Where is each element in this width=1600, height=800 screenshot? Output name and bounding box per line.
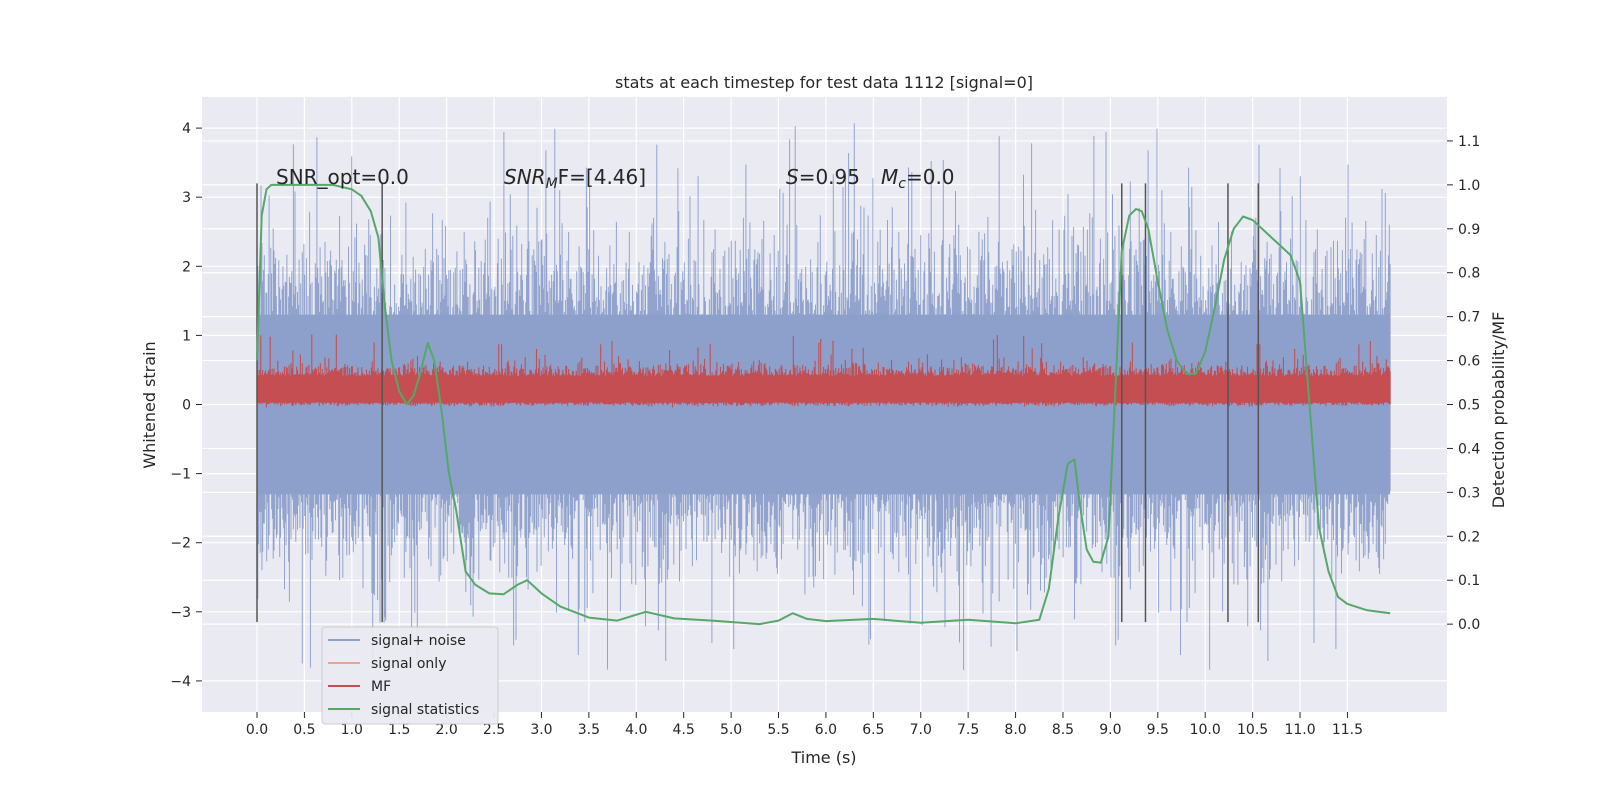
x-tick-label: 0.5 xyxy=(293,722,315,738)
y-tick-label-right: 0.5 xyxy=(1458,398,1480,414)
mf-series xyxy=(256,334,1391,408)
x-tick-label: 4.5 xyxy=(673,722,695,738)
y-tick-label-left: 1 xyxy=(182,328,191,344)
y-tick-label-right: 0.0 xyxy=(1458,617,1480,633)
x-tick-label: 10.5 xyxy=(1237,722,1268,738)
x-tick-label: 2.0 xyxy=(436,722,458,738)
y-tick-label-right: 0.1 xyxy=(1458,573,1480,589)
y-axis-label-right: Detection probability/MF xyxy=(1489,312,1508,509)
x-tick-label: 6.5 xyxy=(862,722,884,738)
y-tick-label-right: 0.9 xyxy=(1458,222,1480,238)
legend-label-signal-noise: signal+ noise xyxy=(371,633,466,649)
x-tick-label: 7.5 xyxy=(957,722,979,738)
legend-label-mf: MF xyxy=(371,679,391,695)
legend-box xyxy=(321,626,499,725)
vertical-markers xyxy=(256,183,1260,623)
signal-statistics-line xyxy=(256,183,1391,626)
x-ticks: 0.0 0.5 1.0 1.5 2.0 2.5 3.0 3.5 4.0 4.5 5.0 5.5 6.0 6… xyxy=(246,712,1363,738)
y-tick-label-left: 4 xyxy=(182,121,191,137)
y-tick-label-right: 0.6 xyxy=(1458,354,1480,370)
x-tick-label: 11.5 xyxy=(1332,722,1363,738)
y-tick-label-left: −3 xyxy=(170,605,191,621)
y-tick-label-right: 0.2 xyxy=(1458,529,1480,545)
x-axis-label: Time (s) xyxy=(790,748,856,767)
x-tick-label: 0.0 xyxy=(246,722,268,738)
y-tick-label-right: 0.4 xyxy=(1458,441,1480,457)
legend-label-signal-only: signal only xyxy=(371,656,446,672)
y-tick-label-left: −2 xyxy=(170,536,191,552)
y-tick-label-left: 0 xyxy=(182,398,191,414)
signal-statistics-series xyxy=(256,183,1391,626)
y-ticks-right: 1.1 1.0 0.9 0.8 0.7 0.6 0.5 0.4 0.3 0.2 0.1 0.0 xyxy=(1447,134,1480,633)
x-tick-label: 10.0 xyxy=(1190,722,1221,738)
chart-title: stats at each timestep for test data 111… xyxy=(615,73,1033,92)
x-tick-label: 11.0 xyxy=(1284,722,1315,738)
y-ticks-left: 4 3 2 1 0 −1 −2 −3 −4 xyxy=(170,121,202,690)
annotation-snr-mf: SNRMF=[4.46] xyxy=(504,165,646,192)
x-tick-label: 9.0 xyxy=(1099,722,1121,738)
x-tick-label: 3.5 xyxy=(578,722,600,738)
annotation-snr-opt: SNR_opt=0.0 xyxy=(276,165,409,189)
legend-label-signal-statistics: signal statistics xyxy=(371,702,479,718)
x-tick-label: 5.5 xyxy=(767,722,789,738)
x-tick-label: 7.0 xyxy=(910,722,932,738)
x-tick-label: 4.0 xyxy=(625,722,647,738)
y-tick-label-left: −4 xyxy=(170,674,191,690)
x-tick-label: 5.0 xyxy=(720,722,742,738)
x-tick-label: 3.0 xyxy=(530,722,552,738)
x-tick-label: 1.5 xyxy=(388,722,410,738)
y-tick-label-right: 0.8 xyxy=(1458,266,1480,282)
annotation-s: S=0.95 xyxy=(786,165,860,189)
annotation-mc: Mc=0.0 xyxy=(881,165,955,192)
y-tick-label-left: 3 xyxy=(182,190,191,206)
x-tick-label: 9.5 xyxy=(1147,722,1169,738)
y-tick-label-right: 1.1 xyxy=(1458,134,1480,150)
x-tick-label: 8.0 xyxy=(1004,722,1026,738)
x-tick-label: 1.0 xyxy=(341,722,363,738)
legend: signal+ noise signal only MF signal stat… xyxy=(321,626,499,725)
x-tick-label: 6.0 xyxy=(815,722,837,738)
y-tick-label-right: 1.0 xyxy=(1458,178,1480,194)
y-tick-label-left: 2 xyxy=(182,259,191,275)
y-tick-label-left: −1 xyxy=(170,467,191,483)
x-tick-label: 2.5 xyxy=(483,722,505,738)
x-tick-label: 8.5 xyxy=(1052,722,1074,738)
y-tick-label-right: 0.7 xyxy=(1458,310,1480,326)
y-axis-label-left: Whitened strain xyxy=(140,341,159,468)
y-tick-label-right: 0.3 xyxy=(1458,485,1480,501)
